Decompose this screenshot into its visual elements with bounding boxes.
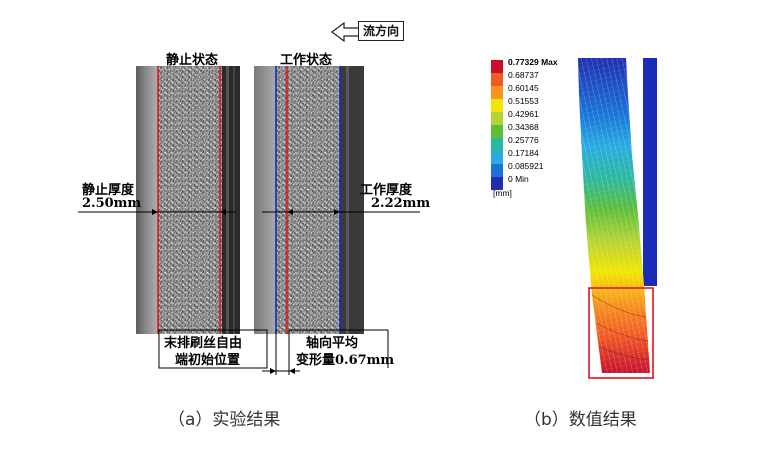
legend-value: 0.34368 <box>508 122 539 132</box>
fea-deformation-plot <box>578 58 657 379</box>
static-thickness-value: 2.50mm <box>82 196 142 211</box>
brush-end-label-line1: 末排刷丝自由 <box>164 336 243 351</box>
legend-swatch <box>491 125 503 138</box>
legend-value: 0.17184 <box>508 148 539 158</box>
working-state-title: 工作状态 <box>280 53 333 68</box>
legend-value: 0.25776 <box>508 135 539 145</box>
legend-swatch <box>491 164 503 177</box>
caption-b: （b）数值结果 <box>524 410 637 430</box>
legend-swatch <box>491 151 503 164</box>
flow-direction-label: 流方向 <box>358 21 405 41</box>
legend-swatch <box>491 112 503 125</box>
working-micrograph-image <box>254 66 364 334</box>
working-thickness-label: 工作厚度 <box>360 183 413 198</box>
caption-a: （a）实验结果 <box>168 410 281 430</box>
legend-value: 0.51553 <box>508 96 539 106</box>
legend-value: 0.42961 <box>508 109 539 119</box>
brush-end-label-line2: 端初始位置 <box>175 353 241 368</box>
legend-value: 0.60145 <box>508 83 539 93</box>
legend-labels: 0.77329 Max 0.68737 0.60145 0.51553 0.42961 0… <box>508 56 558 186</box>
legend-swatch <box>491 73 503 86</box>
axial-deformation-label-line1: 轴向平均 <box>306 336 359 351</box>
static-state-title: 静止状态 <box>166 53 219 68</box>
legend-swatch <box>491 138 503 151</box>
legend-swatch <box>491 99 503 112</box>
axial-deformation-label-line2: 变形量0.67mm <box>296 353 395 368</box>
static-micrograph-image <box>136 66 240 334</box>
legend-color-bar <box>491 60 503 190</box>
legend-swatch <box>491 86 503 99</box>
legend-value: 0.68737 <box>508 70 539 80</box>
legend-unit: [mm] <box>493 188 512 198</box>
static-thickness-label: 静止厚度 <box>82 183 135 198</box>
legend-value: 0.085921 <box>508 161 544 171</box>
legend-swatch <box>491 60 503 73</box>
working-thickness-value: 2.22mm <box>371 196 431 211</box>
legend-value: 0.77329 Max <box>508 57 558 67</box>
legend-swatch <box>491 177 503 190</box>
legend-value: 0 Min <box>508 174 529 184</box>
